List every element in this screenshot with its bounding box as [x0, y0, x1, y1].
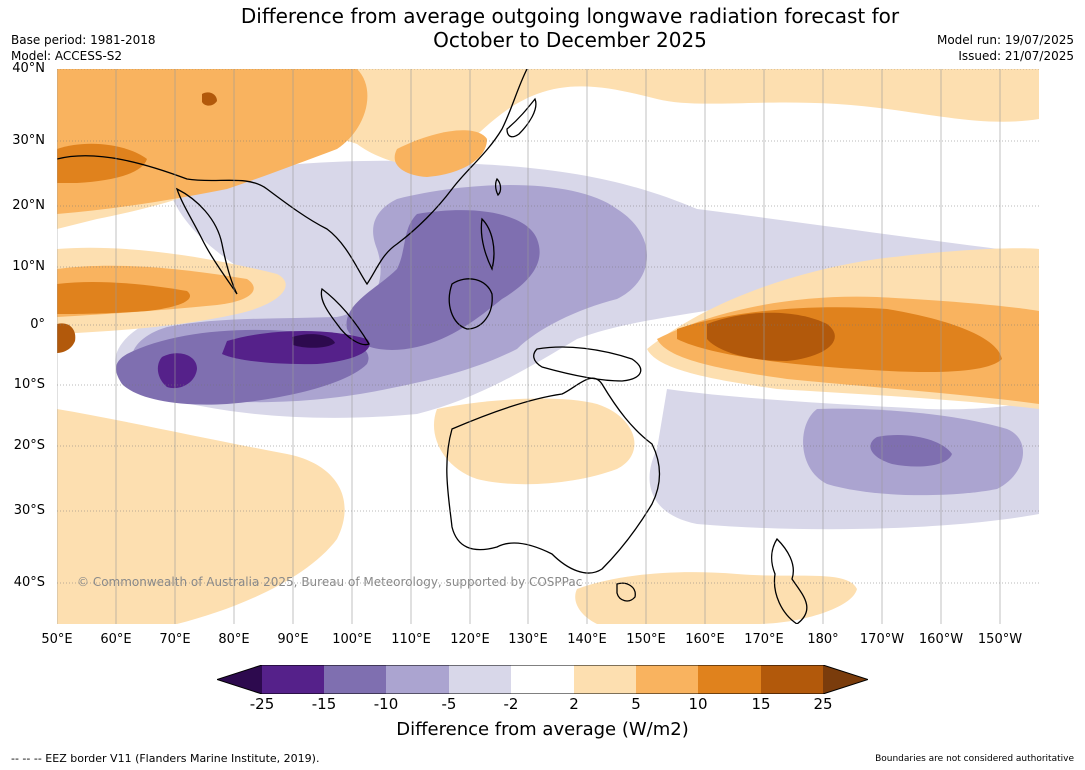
meta-right: Model run: 19/07/2025 Issued: 21/07/2025 [937, 32, 1074, 64]
coastline-new-zealand [771, 537, 808, 624]
lat-label-20s: 20°S [13, 438, 45, 453]
coastlines [57, 69, 808, 624]
meta-left: Base period: 1981-2018 Model: ACCESS-S2 [11, 32, 156, 64]
base-period: Base period: 1981-2018 [11, 33, 156, 47]
lat-label-30n: 30°N [12, 133, 45, 148]
colorbar-seg-10 [823, 665, 868, 694]
colorbar-tick-25: 25 [813, 695, 833, 713]
lat-label-10n: 10°N [12, 259, 45, 274]
eez-border-note: -- -- -- EEZ border V11 (Flanders Marine… [11, 752, 320, 765]
colorbar-seg-3 [386, 665, 449, 694]
lon-label-170e: 170°E [744, 632, 784, 647]
colorbar-tick-2: 2 [569, 695, 579, 713]
coastline-philippines [480, 217, 495, 271]
lat-label-30s: 30°S [13, 503, 45, 518]
colorbar-seg-1 [262, 665, 324, 694]
model-run: Model run: 19/07/2025 [936, 33, 1074, 47]
lat-label-equator: 0° [30, 317, 45, 332]
lat-label-20n: 20°N [12, 198, 45, 213]
map-title-line2: October to December 2025 [433, 28, 707, 52]
lon-label-50e: 50°E [41, 632, 73, 647]
issued-date: Issued: 21/07/2025 [958, 49, 1074, 63]
lat-label-40s: 40°S [13, 575, 45, 590]
colorbar-label: Difference from average (W/m2) [396, 719, 689, 740]
colorbar [217, 665, 868, 694]
colorbar-tick-minus5: -5 [441, 695, 457, 713]
anomaly-deep-purple [157, 330, 370, 389]
lon-label-140e: 140°E [567, 632, 607, 647]
coastline-india [175, 187, 238, 295]
lon-label-90e: 90°E [277, 632, 309, 647]
lon-label-180: 180° [807, 632, 839, 647]
lon-label-120e: 120°E [450, 632, 490, 647]
colorbar-tick-minus15: -15 [311, 695, 337, 713]
coastline-sumatra [320, 287, 370, 346]
colorbar-seg-0 [217, 665, 262, 694]
colorbar-seg-4 [449, 665, 511, 694]
anomaly-deepest-core [292, 334, 335, 348]
colorbar-seg-8 [698, 665, 761, 694]
lon-label-60e: 60°E [100, 632, 132, 647]
colorbar-seg-2 [324, 665, 386, 694]
lon-label-100e: 100°E [332, 632, 372, 647]
lon-label-150w: 150°W [977, 632, 1023, 647]
coastline-asia [57, 69, 528, 286]
map-svg [57, 69, 1039, 624]
colorbar-seg-5 [511, 665, 574, 694]
model-name: Model: ACCESS-S2 [11, 49, 123, 63]
lon-label-150e: 150°E [626, 632, 666, 647]
colorbar-tick-minus25: -25 [249, 695, 275, 713]
colorbar-tick-minus10: -10 [373, 695, 399, 713]
lon-label-80e: 80°E [218, 632, 250, 647]
colorbar-tick-minus2: -2 [503, 695, 519, 713]
colorbar-tick-15: 15 [751, 695, 771, 713]
colorbar-seg-6 [574, 665, 636, 694]
lon-label-160w: 160°W [918, 632, 964, 647]
lon-label-170w: 170°W [859, 632, 905, 647]
map-title: Difference from average outgoing longwav… [0, 4, 1085, 52]
coastline-taiwan [494, 177, 502, 197]
boundaries-disclaimer: Boundaries are not considered authoritat… [875, 754, 1074, 764]
lon-label-110e: 110°E [391, 632, 431, 647]
meridians [57, 69, 1001, 624]
map-title-line1: Difference from average outgoing longwav… [240, 4, 900, 28]
coastline-borneo [448, 278, 493, 330]
colorbar-tick-10: 10 [688, 695, 708, 713]
colorbar-tick-5: 5 [631, 695, 641, 713]
lat-label-40n: 40°N [12, 61, 45, 76]
lat-label-10s: 10°S [13, 377, 45, 392]
lon-label-130e: 130°E [508, 632, 548, 647]
colorbar-seg-7 [636, 665, 698, 694]
colorbar-seg-9 [761, 665, 823, 694]
coastline-japan [506, 97, 537, 138]
copyright-notice: © Commonwealth of Australia 2025, Bureau… [77, 575, 583, 589]
coastline-tasmania [616, 582, 636, 602]
lon-label-160e: 160°E [685, 632, 725, 647]
map-area [57, 69, 1039, 624]
lon-label-70e: 70°E [159, 632, 191, 647]
coastline-new-guinea [533, 346, 642, 382]
